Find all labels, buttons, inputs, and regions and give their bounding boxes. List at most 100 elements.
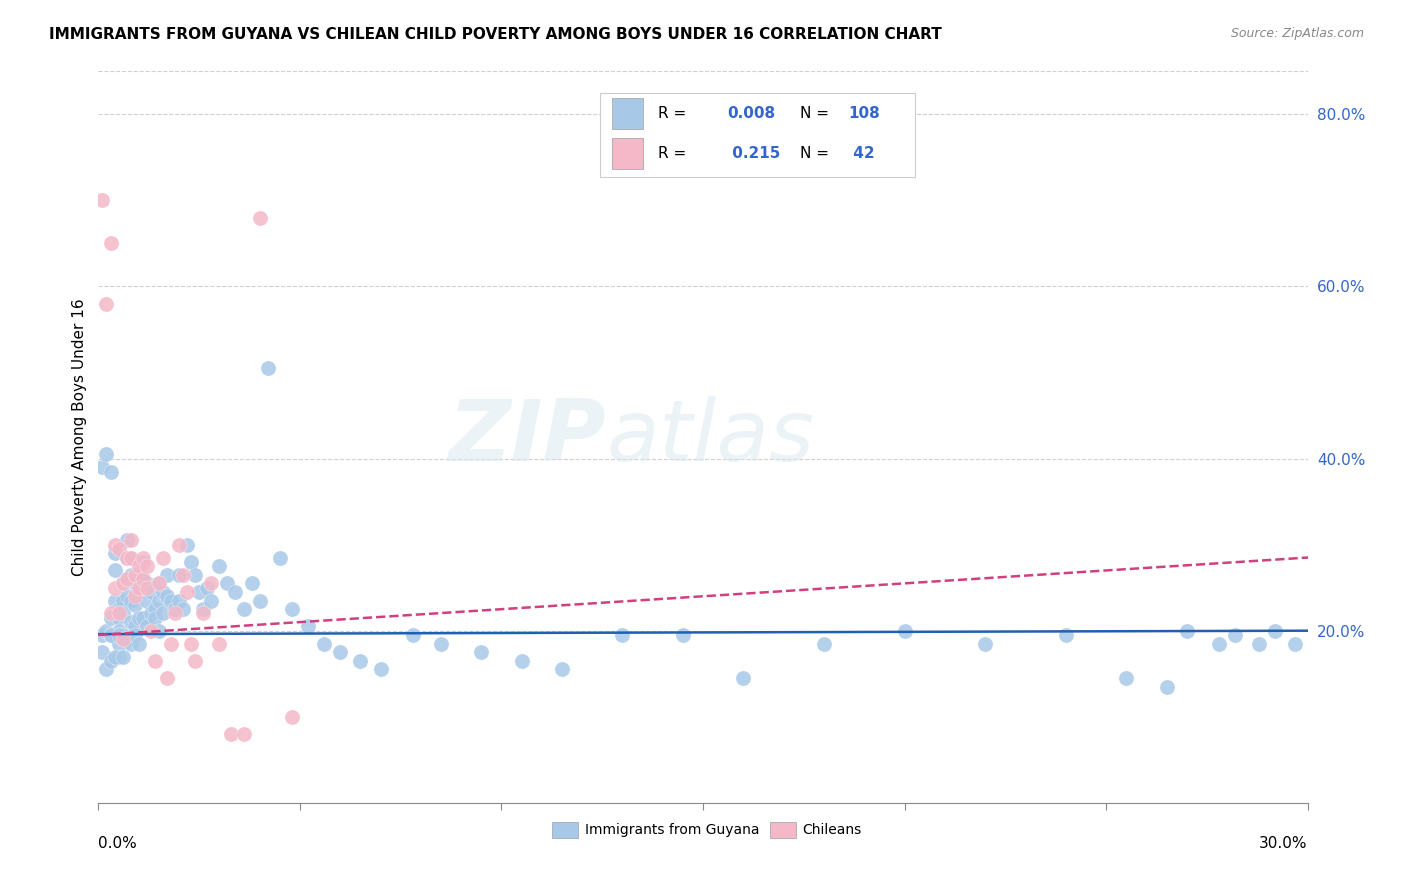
Point bbox=[172, 602, 194, 616]
Point bbox=[135, 576, 157, 591]
Point bbox=[124, 619, 146, 633]
Point bbox=[107, 649, 129, 664]
Point bbox=[132, 611, 155, 625]
Y-axis label: Child Poverty Among Boys Under 16: Child Poverty Among Boys Under 16 bbox=[72, 298, 87, 576]
Point bbox=[180, 637, 202, 651]
FancyBboxPatch shape bbox=[613, 98, 643, 128]
Point bbox=[115, 533, 138, 548]
Point bbox=[139, 607, 162, 621]
Point bbox=[135, 619, 157, 633]
Point bbox=[143, 611, 166, 625]
Text: 0.0%: 0.0% bbox=[98, 836, 138, 851]
Point bbox=[172, 567, 194, 582]
Point bbox=[551, 662, 574, 676]
Point bbox=[148, 576, 170, 591]
Point bbox=[221, 727, 243, 741]
Point bbox=[167, 538, 190, 552]
Point bbox=[974, 637, 997, 651]
Text: 30.0%: 30.0% bbox=[1260, 836, 1308, 851]
Point bbox=[100, 611, 122, 625]
Point bbox=[1175, 624, 1198, 638]
Point bbox=[167, 567, 190, 582]
Point bbox=[115, 589, 138, 603]
Point bbox=[1115, 671, 1137, 685]
Point bbox=[100, 607, 122, 621]
Text: Source: ZipAtlas.com: Source: ZipAtlas.com bbox=[1230, 27, 1364, 40]
Point bbox=[103, 593, 125, 607]
Point bbox=[256, 361, 278, 376]
Point bbox=[180, 555, 202, 569]
Point bbox=[111, 576, 134, 591]
Point bbox=[160, 637, 183, 651]
Text: Chileans: Chileans bbox=[803, 822, 862, 837]
Point bbox=[200, 576, 222, 591]
Point bbox=[224, 585, 246, 599]
Point bbox=[193, 602, 215, 616]
Point bbox=[128, 581, 150, 595]
Point bbox=[103, 581, 125, 595]
Point bbox=[111, 628, 134, 642]
Text: Immigrants from Guyana: Immigrants from Guyana bbox=[585, 822, 759, 837]
Point bbox=[193, 607, 215, 621]
Point bbox=[1223, 628, 1246, 642]
Point bbox=[148, 624, 170, 638]
Point bbox=[107, 624, 129, 638]
Point bbox=[148, 593, 170, 607]
Point bbox=[156, 567, 179, 582]
Text: IMMIGRANTS FROM GUYANA VS CHILEAN CHILD POVERTY AMONG BOYS UNDER 16 CORRELATION : IMMIGRANTS FROM GUYANA VS CHILEAN CHILD … bbox=[49, 27, 942, 42]
Point bbox=[163, 607, 186, 621]
Point bbox=[96, 662, 118, 676]
Point bbox=[91, 628, 114, 642]
FancyBboxPatch shape bbox=[551, 822, 578, 838]
Text: 0.008: 0.008 bbox=[727, 106, 775, 120]
Text: ZIP: ZIP bbox=[449, 395, 606, 479]
Point bbox=[107, 607, 129, 621]
Point bbox=[893, 624, 915, 638]
Point bbox=[156, 589, 179, 603]
Point bbox=[139, 624, 162, 638]
Point bbox=[148, 576, 170, 591]
Point bbox=[176, 538, 198, 552]
Point bbox=[1208, 637, 1230, 651]
Point bbox=[115, 632, 138, 647]
Point bbox=[103, 546, 125, 560]
Point bbox=[1249, 637, 1271, 651]
Point bbox=[91, 645, 114, 659]
Point bbox=[184, 567, 207, 582]
Point bbox=[167, 593, 190, 607]
Point bbox=[188, 585, 211, 599]
Text: N =: N = bbox=[800, 106, 834, 120]
Point bbox=[111, 607, 134, 621]
Point bbox=[128, 637, 150, 651]
Point bbox=[91, 460, 114, 475]
Point bbox=[124, 589, 146, 603]
Point bbox=[124, 628, 146, 642]
Point bbox=[672, 628, 695, 642]
Point bbox=[107, 628, 129, 642]
Point bbox=[349, 654, 371, 668]
Point bbox=[249, 211, 271, 225]
Point bbox=[96, 447, 118, 461]
Point bbox=[281, 710, 304, 724]
Point bbox=[124, 598, 146, 612]
Point bbox=[160, 593, 183, 607]
Point bbox=[139, 585, 162, 599]
Point bbox=[240, 576, 263, 591]
Point bbox=[132, 555, 155, 569]
Point bbox=[111, 593, 134, 607]
Point bbox=[120, 567, 142, 582]
Point bbox=[128, 559, 150, 574]
Point bbox=[152, 550, 174, 565]
Point bbox=[111, 576, 134, 591]
Point bbox=[232, 727, 254, 741]
Point bbox=[510, 654, 533, 668]
Point bbox=[143, 602, 166, 616]
Point bbox=[176, 585, 198, 599]
Point bbox=[120, 550, 142, 565]
Point bbox=[297, 619, 319, 633]
Point bbox=[135, 593, 157, 607]
Point bbox=[281, 602, 304, 616]
Point bbox=[1054, 628, 1077, 642]
Point bbox=[370, 662, 392, 676]
Point bbox=[107, 602, 129, 616]
